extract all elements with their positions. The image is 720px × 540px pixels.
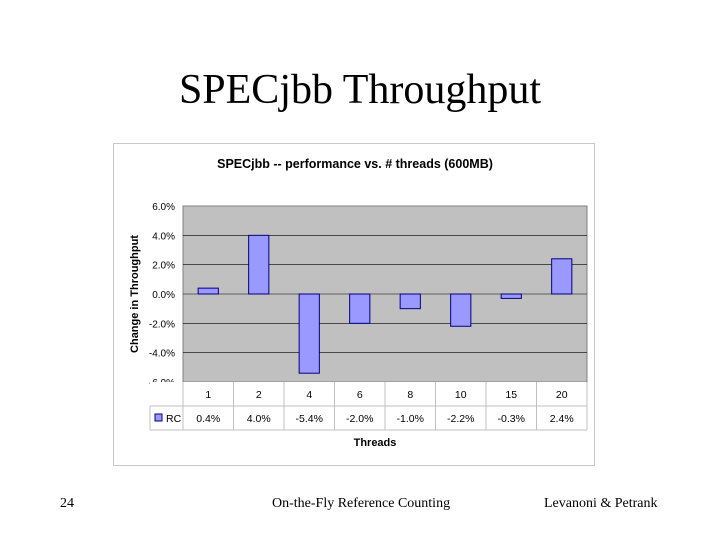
x-tick-label: 10 bbox=[455, 389, 467, 401]
data-label: 0.4% bbox=[196, 413, 220, 425]
bar-15 bbox=[500, 293, 522, 299]
data-label: -2.2% bbox=[447, 413, 474, 425]
footer-authors: Levanoni & Petrank bbox=[544, 496, 658, 511]
x-tick-label: 4 bbox=[306, 389, 312, 401]
bar-4 bbox=[298, 293, 320, 374]
y-tick-label: 4.0% bbox=[152, 231, 175, 242]
x-tick-label: 15 bbox=[505, 389, 517, 401]
x-axis-label: Threads bbox=[354, 437, 397, 449]
chart-title: SPECjbb -- performance vs. # threads (60… bbox=[217, 157, 493, 171]
footer-title: On-the-Fly Reference Counting bbox=[272, 496, 451, 511]
y-tick-label: 6.0% bbox=[152, 202, 175, 213]
legend-label-rc: RC bbox=[166, 413, 182, 425]
data-label: -2.0% bbox=[346, 413, 373, 425]
data-label: -1.0% bbox=[397, 413, 424, 425]
bar-20 bbox=[551, 258, 573, 295]
data-label: -0.3% bbox=[498, 413, 525, 425]
bar-chart: SPECjbb -- performance vs. # threads (60… bbox=[129, 157, 588, 449]
x-tick-label: 2 bbox=[256, 389, 262, 401]
slide-title: SPECjbb Throughput bbox=[178, 67, 542, 113]
y-tick-label: 0.0% bbox=[152, 290, 175, 301]
y-tick-label: -2.0% bbox=[149, 319, 175, 330]
page-number: 24 bbox=[60, 496, 74, 511]
chart-frame: SPECjbb -- performance vs. # threads (60… bbox=[113, 143, 595, 466]
legend-swatch-rc bbox=[154, 413, 163, 422]
y-tick-label: 2.0% bbox=[152, 261, 175, 272]
bar-6 bbox=[349, 293, 371, 324]
y-tick-label: -4.0% bbox=[149, 349, 175, 360]
data-label: -5.4% bbox=[296, 413, 323, 425]
x-tick-label: 8 bbox=[407, 389, 413, 401]
data-label: 2.4% bbox=[550, 413, 574, 425]
data-label: 4.0% bbox=[247, 413, 271, 425]
bar-1 bbox=[197, 287, 219, 295]
bar-10 bbox=[450, 293, 472, 327]
x-tick-label: 6 bbox=[357, 389, 363, 401]
bar-2 bbox=[248, 234, 270, 295]
x-tick-label: 1 bbox=[205, 389, 211, 401]
x-tick-label: 20 bbox=[556, 389, 568, 401]
y-axis-label: Change in Throughput bbox=[129, 235, 141, 353]
bar-8 bbox=[399, 293, 421, 310]
